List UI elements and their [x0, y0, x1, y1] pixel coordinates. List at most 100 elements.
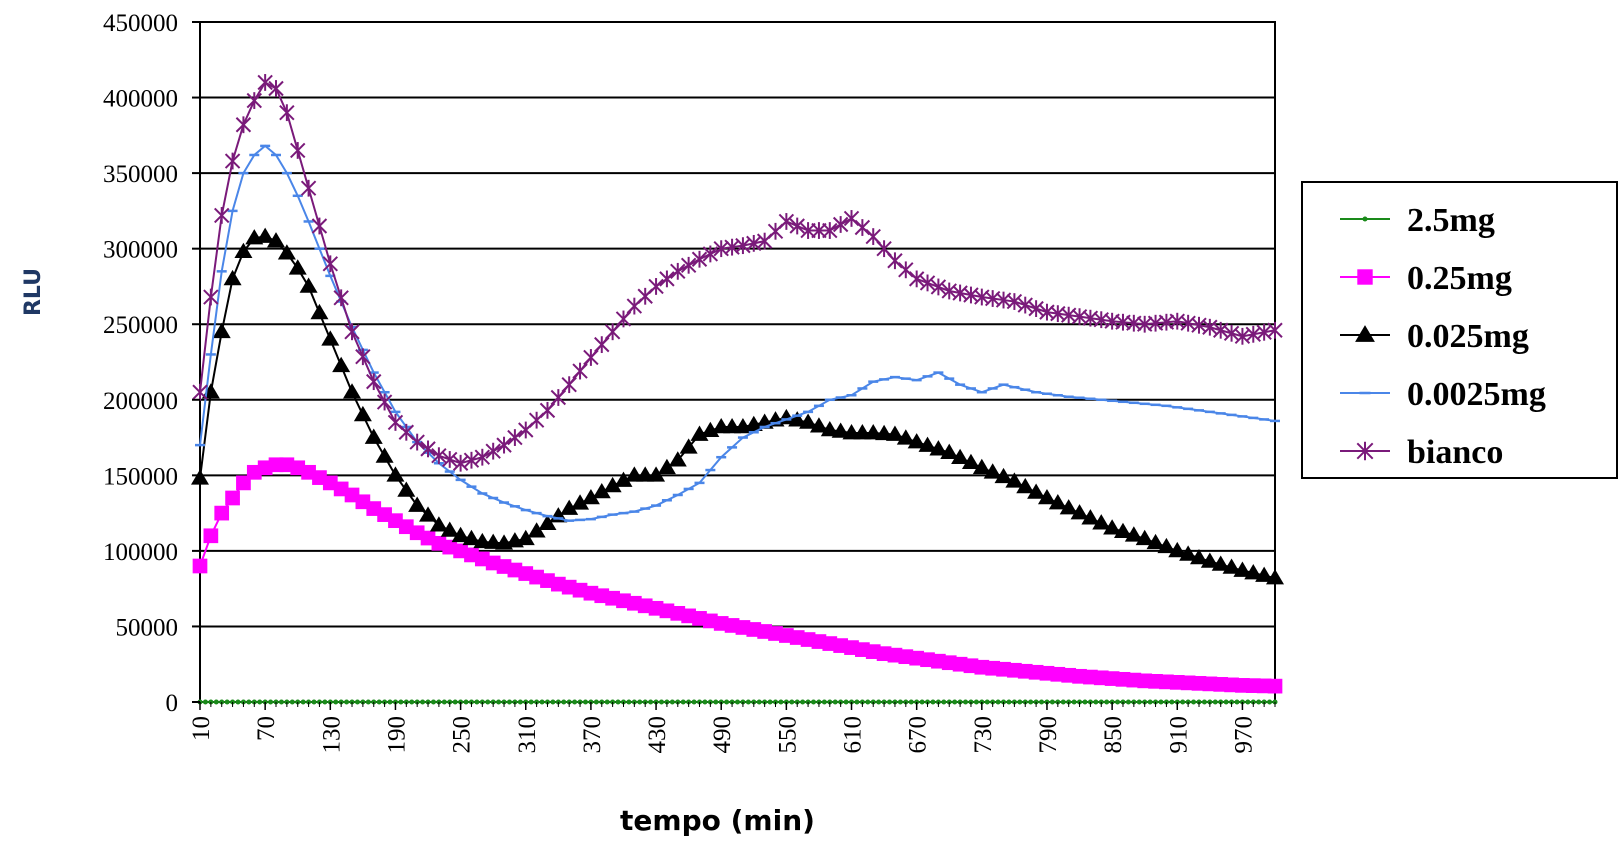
- data-point: [887, 252, 903, 270]
- legend-item: bianco: [1340, 434, 1503, 471]
- legend-label: 0.0025mg: [1407, 376, 1546, 413]
- x-tick-label: 550: [774, 716, 801, 754]
- data-point: [452, 699, 458, 705]
- data-point: [1223, 699, 1229, 705]
- data-point: [257, 74, 273, 91]
- series-0.025mg: [191, 227, 1284, 585]
- data-point: [1146, 533, 1165, 550]
- data-point: [854, 699, 860, 705]
- data-point: [593, 699, 599, 705]
- data-point: [550, 699, 556, 705]
- data-point: [831, 422, 850, 438]
- data-point: [516, 529, 535, 546]
- x-tick-label: 250: [449, 716, 476, 754]
- data-point: [333, 699, 339, 705]
- data-point: [961, 453, 980, 470]
- data-point: [1027, 483, 1046, 499]
- data-point: [355, 348, 371, 366]
- data-point: [789, 699, 795, 705]
- data-point: [322, 255, 339, 273]
- data-point: [809, 417, 828, 433]
- data-point: [462, 529, 481, 546]
- y-tick-label: 450000: [103, 10, 178, 37]
- data-point: [474, 699, 480, 705]
- data-point: [1016, 477, 1035, 494]
- data-point: [756, 232, 773, 250]
- data-point: [485, 442, 501, 460]
- data-point: [907, 433, 926, 449]
- data-point: [724, 699, 730, 705]
- data-point: [1124, 526, 1143, 542]
- data-point: [702, 245, 719, 263]
- data-point: [1267, 678, 1283, 694]
- data-point: [1115, 699, 1121, 705]
- data-point: [1168, 541, 1187, 558]
- data-point: [983, 463, 1002, 479]
- legend-label: 2.5mg: [1407, 202, 1495, 239]
- data-point: [788, 411, 807, 427]
- data-point: [984, 699, 990, 705]
- data-point: [484, 533, 503, 549]
- y-tick-label: 100000: [103, 539, 178, 566]
- data-point: [1136, 699, 1142, 705]
- data-point: [1005, 472, 1024, 488]
- data-point: [1212, 321, 1229, 339]
- data-point: [442, 451, 458, 468]
- y-tick-label: 250000: [103, 312, 178, 339]
- data-point: [1202, 318, 1218, 336]
- data-point: [973, 699, 979, 705]
- data-point: [1135, 529, 1154, 546]
- data-point: [441, 699, 447, 705]
- axes: 0 50000 100000 150000 200000 250000 300000 3500…: [103, 10, 1276, 754]
- data-point: [288, 259, 307, 275]
- data-point: [1245, 699, 1251, 705]
- data-point: [333, 289, 349, 307]
- data-point: [843, 699, 849, 705]
- data-point: [202, 699, 208, 705]
- y-tick-label: 150000: [103, 463, 178, 490]
- data-point: [419, 506, 438, 522]
- data-point: [268, 80, 284, 97]
- legend-label: 0.25mg: [1407, 260, 1512, 297]
- plot-area: [199, 21, 1276, 703]
- data-point: [224, 699, 230, 705]
- data-point: [603, 476, 622, 493]
- data-point: [452, 454, 469, 472]
- data-point: [214, 505, 230, 521]
- data-point: [1267, 699, 1273, 705]
- y-axis-title: RLU: [21, 268, 46, 316]
- data-point: [832, 216, 849, 233]
- data-point: [843, 210, 860, 227]
- data-point: [528, 411, 545, 429]
- data-point: [473, 532, 492, 549]
- data-point: [1169, 699, 1175, 705]
- data-point: [820, 421, 839, 437]
- data-point: [691, 699, 697, 705]
- data-point: [1267, 321, 1283, 339]
- data-point: [897, 699, 903, 705]
- data-point: [1189, 548, 1208, 565]
- legend-item: 0.0025mg: [1340, 376, 1546, 413]
- x-tick-label: 70: [253, 716, 280, 741]
- data-point: [571, 494, 590, 510]
- data-point: [290, 142, 306, 159]
- data-point: [506, 699, 512, 705]
- data-point: [496, 436, 512, 454]
- data-point: [1037, 489, 1056, 505]
- data-point: [658, 699, 664, 705]
- data-point: [746, 234, 762, 252]
- data-point: [778, 213, 795, 230]
- data-point: [745, 699, 751, 705]
- data-point: [647, 466, 666, 482]
- data-point: [614, 471, 633, 487]
- data-point: [756, 699, 762, 705]
- data-point: [887, 699, 893, 705]
- data-point: [875, 424, 894, 441]
- data-point: [1256, 699, 1262, 705]
- data-point: [1081, 509, 1100, 525]
- data-point: [626, 297, 643, 315]
- data-point: [735, 699, 740, 705]
- data-point: [376, 393, 393, 411]
- data-point: [213, 699, 219, 705]
